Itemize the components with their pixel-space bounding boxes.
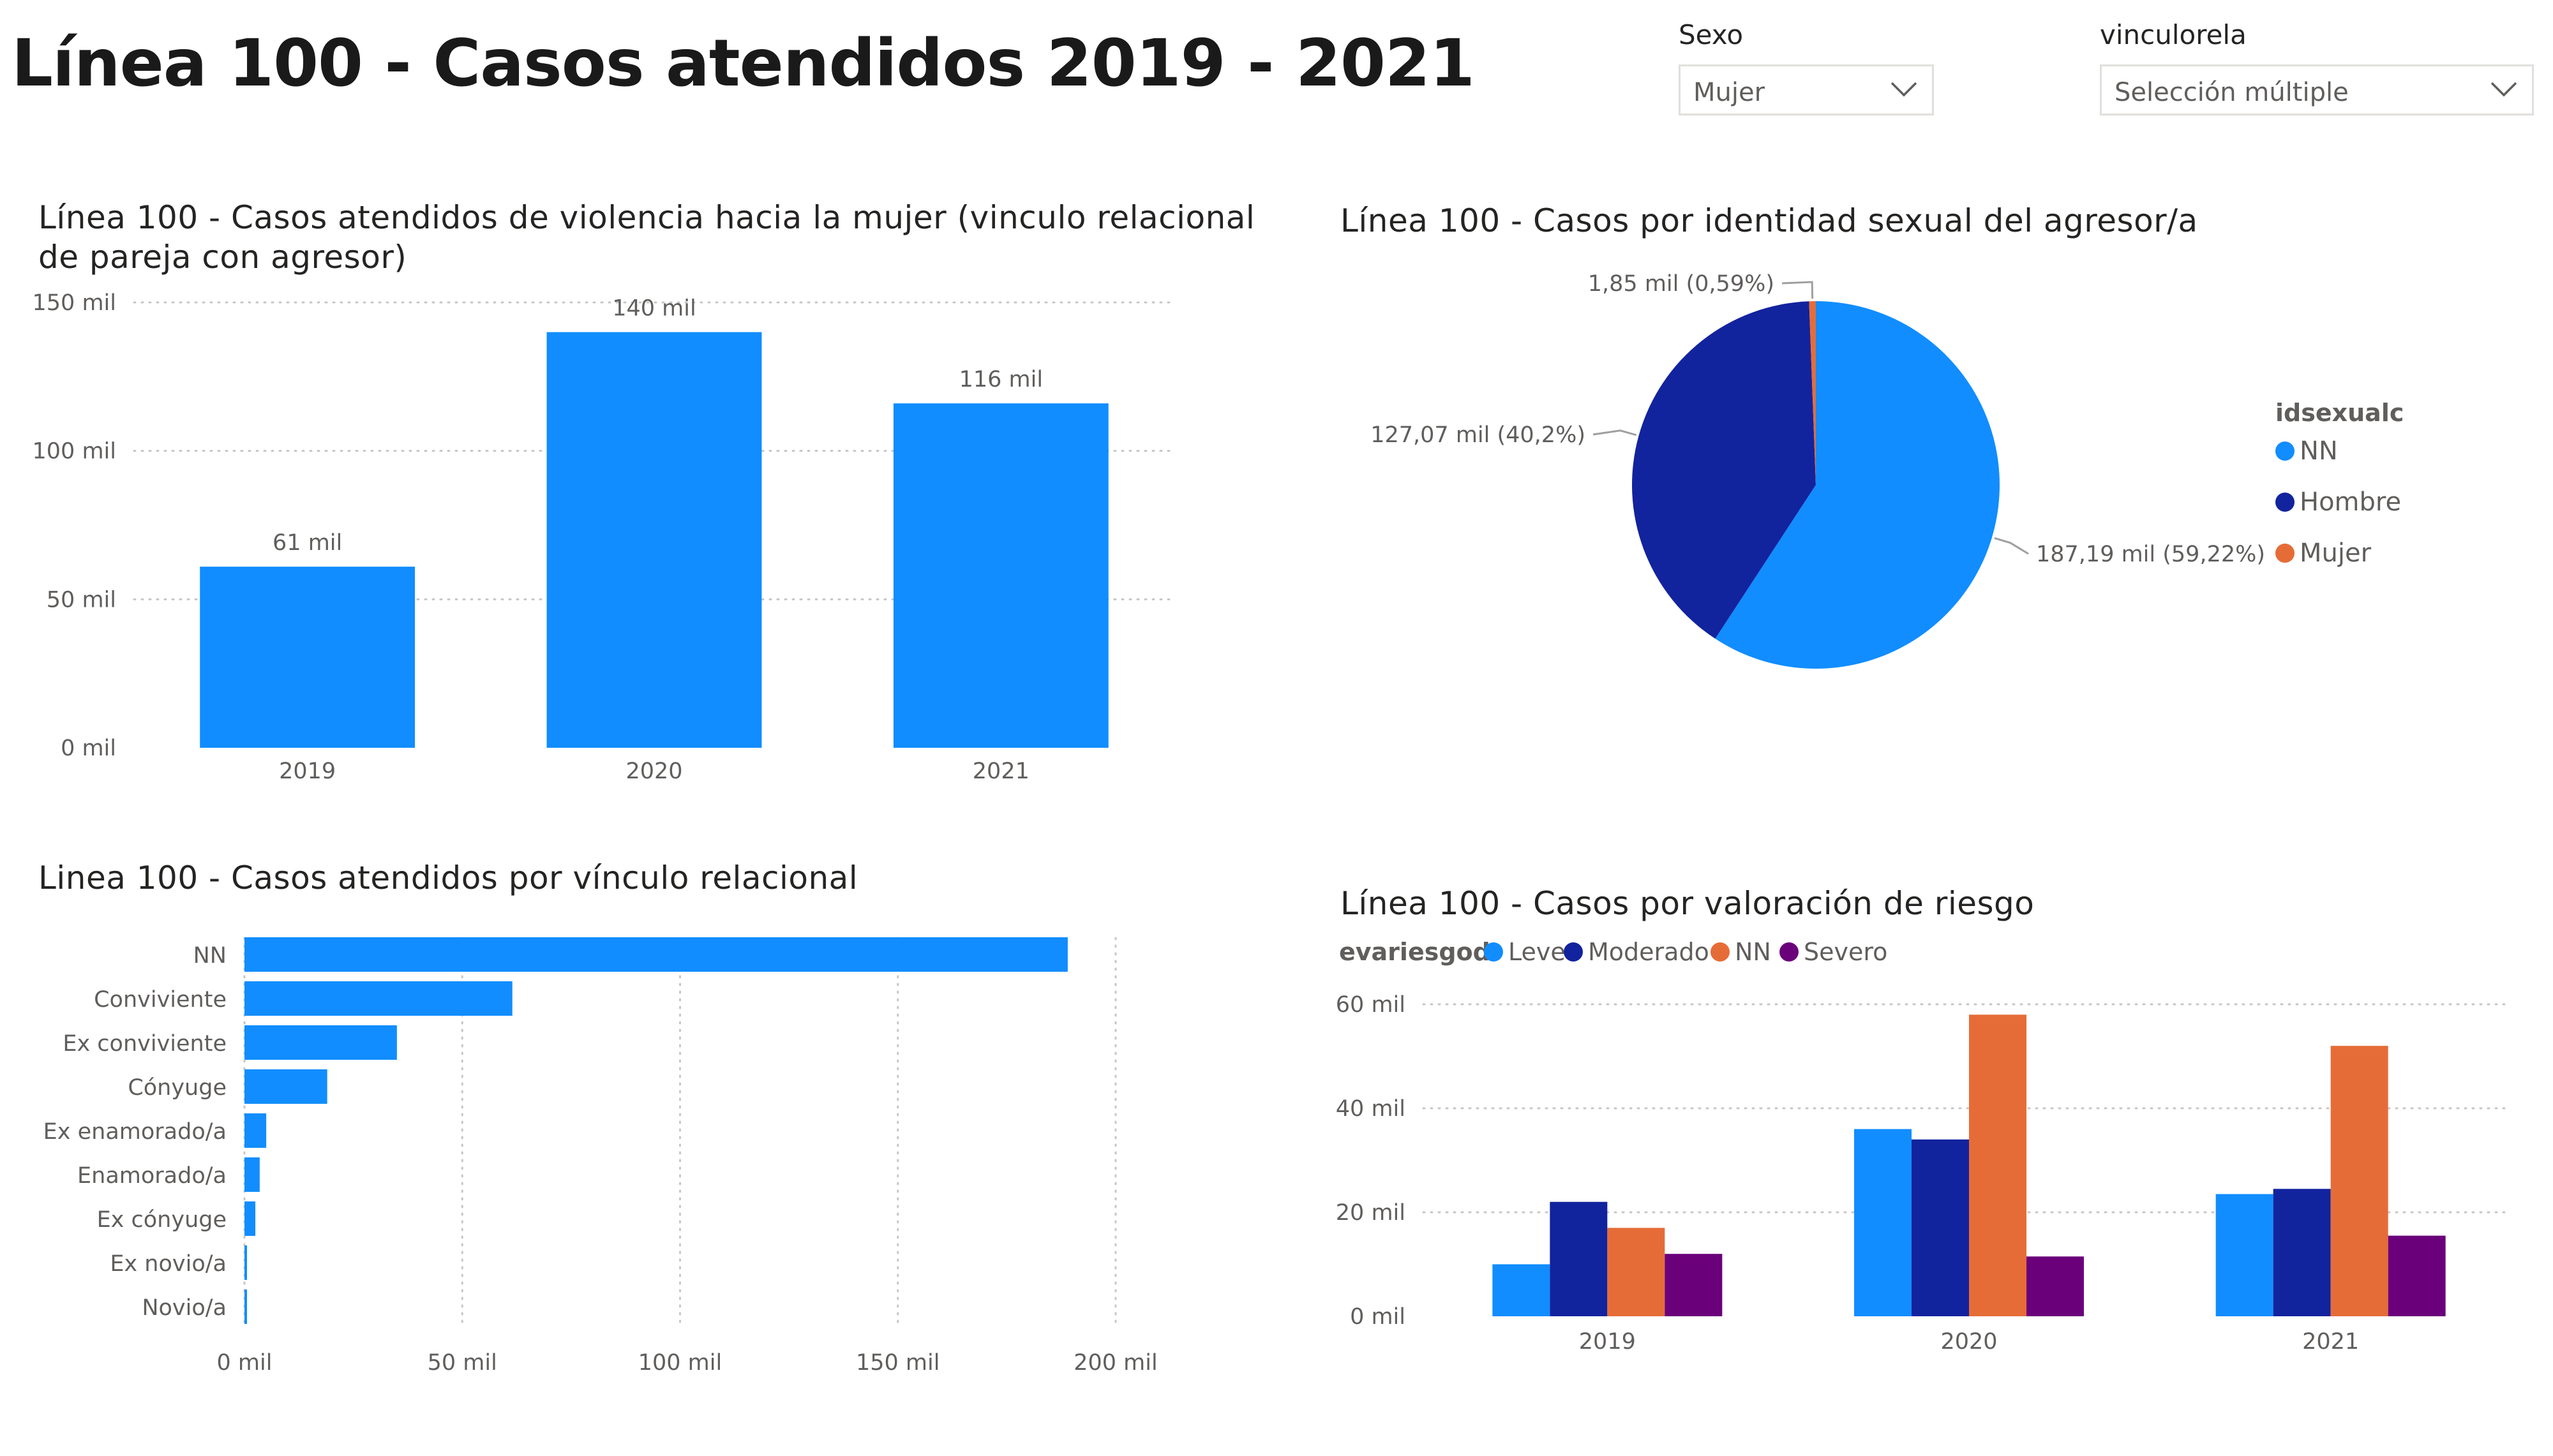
- legend-marker-severo: [1779, 942, 1799, 962]
- bar-2020-severo[interactable]: [2026, 1256, 2084, 1316]
- sexo-slicer-label: Sexo: [1679, 19, 1934, 50]
- chart-pie-title: Línea 100 - Casos por identidad sexual d…: [1340, 201, 2198, 241]
- y-tick-label: 100 mil: [33, 439, 116, 464]
- data-label: 116 mil: [959, 367, 1043, 392]
- bar-enamorado-a[interactable]: [244, 1157, 260, 1192]
- bar-ex-enamorado-a[interactable]: [244, 1113, 266, 1148]
- bar-2019-nn[interactable]: [1607, 1228, 1665, 1316]
- bar-ex-conviviente[interactable]: [244, 1025, 397, 1060]
- legend-marker-mujer: [2275, 544, 2295, 563]
- x-tick-label: 2019: [279, 759, 336, 784]
- bar-conyuge[interactable]: [244, 1069, 327, 1104]
- bar-nn[interactable]: [244, 937, 1068, 972]
- chart-risk: evariesgod Leve Moderado NN Severo 0 mil 20 mi…: [1334, 932, 2547, 1372]
- bar-2021-leve[interactable]: [2216, 1194, 2273, 1316]
- chevron-down-icon: [1890, 79, 1918, 98]
- chart-yearly-cases: 0 mil 50 mil 100 mil 150 mil 61 mil 2019 140 m…: [0, 274, 1213, 804]
- vinculo-dropdown[interactable]: Selección múltiple: [2100, 64, 2534, 115]
- y-tick-label: 40 mil: [1336, 1096, 1405, 1122]
- legend-marker-leve: [1484, 942, 1503, 962]
- y-category-label: Ex novio/a: [110, 1251, 227, 1277]
- data-label: 140 mil: [612, 296, 696, 322]
- legend-item-leve[interactable]: Leve: [1508, 938, 1566, 966]
- bar-ex-novio-a[interactable]: [244, 1245, 247, 1280]
- y-category-label: Enamorado/a: [77, 1163, 227, 1189]
- chart-aggressor-identity: 187,19 mil (59,22%) 127,07 mil (40,2%) 1,8…: [1340, 255, 2540, 702]
- chart-yearly-title-line-1: Línea 100 - Casos atendidos de violencia…: [38, 198, 1255, 237]
- bar-2019-moderado[interactable]: [1550, 1202, 1607, 1316]
- legend-title: idsexualc: [2275, 399, 2404, 427]
- x-tick-label: 0 mil: [217, 1350, 273, 1376]
- legend-item-nn[interactable]: NN: [1735, 938, 1771, 966]
- legend-item-mujer[interactable]: Mujer: [2300, 539, 2372, 568]
- bar-2020-leve[interactable]: [1854, 1129, 1912, 1316]
- y-category-label: Ex enamorado/a: [43, 1119, 227, 1145]
- legend-title: evariesgod: [1339, 938, 1490, 966]
- bar-novio-a[interactable]: [244, 1289, 247, 1324]
- bar-ex-conyuge[interactable]: [244, 1201, 255, 1236]
- leader-line: [1995, 538, 2028, 554]
- y-category-label: Novio/a: [142, 1295, 227, 1321]
- y-tick-label: 20 mil: [1336, 1200, 1405, 1226]
- vinculo-slicer: vinculorela Selección múltiple: [2100, 19, 2534, 115]
- y-tick-label: 0 mil: [61, 736, 116, 761]
- vinculo-selected-value: Selección múltiple: [2115, 78, 2349, 107]
- x-tick-label: 2019: [1579, 1329, 1636, 1355]
- y-tick-label: 50 mil: [47, 587, 116, 613]
- pie-data-label: 127,07 mil (40,2%): [1370, 422, 1585, 448]
- sexo-dropdown[interactable]: Mujer: [1679, 64, 1934, 115]
- y-category-label: Cónyuge: [128, 1075, 227, 1101]
- chevron-down-icon: [2490, 79, 2518, 98]
- legend-marker-hombre: [2275, 493, 2295, 512]
- bar-conviviente[interactable]: [244, 981, 513, 1016]
- legend-item-nn[interactable]: NN: [2300, 436, 2338, 466]
- x-tick-label: 150 mil: [856, 1350, 940, 1376]
- bar-2021-moderado[interactable]: [2273, 1189, 2331, 1316]
- bar-2021-nn[interactable]: [2331, 1046, 2388, 1316]
- y-category-label: Ex conviviente: [63, 1031, 227, 1057]
- legend-item-hombre[interactable]: Hombre: [2300, 487, 2401, 517]
- legend-marker-moderado: [1564, 942, 1583, 962]
- bar-2019[interactable]: [200, 567, 415, 748]
- x-tick-label: 2020: [625, 759, 682, 784]
- data-label: 61 mil: [273, 530, 342, 556]
- legend-item-moderado[interactable]: Moderado: [1588, 938, 1709, 966]
- x-tick-label: 100 mil: [638, 1350, 722, 1376]
- x-tick-label: 2020: [1940, 1329, 1997, 1355]
- bar-2019-severo[interactable]: [1665, 1254, 1722, 1316]
- x-tick-label: 2021: [973, 759, 1029, 784]
- chart-relationship-title: Linea 100 - Casos atendidos por vínculo …: [38, 858, 858, 898]
- x-tick-label: 2021: [2302, 1329, 2359, 1355]
- y-category-label: NN: [193, 943, 227, 969]
- y-tick-label: 0 mil: [1350, 1304, 1405, 1330]
- legend-item-severo[interactable]: Severo: [1804, 938, 1887, 966]
- bar-2021[interactable]: [894, 403, 1109, 748]
- chart-relationship: 0 mil 50 mil 100 mil 150 mil 200 mil NN Conviv…: [0, 919, 1213, 1404]
- x-tick-label: 50 mil: [428, 1350, 497, 1376]
- legend-marker-nn: [2275, 442, 2295, 461]
- sexo-selected-value: Mujer: [1693, 78, 1765, 107]
- chart-yearly-title-line-2: de pareja con agresor): [38, 237, 1255, 277]
- sexo-slicer: Sexo Mujer: [1679, 19, 1934, 115]
- bar-2020[interactable]: [547, 332, 762, 748]
- y-tick-label: 150 mil: [33, 290, 116, 316]
- y-tick-label: 60 mil: [1336, 992, 1405, 1018]
- pie-data-label: 1,85 mil (0,59%): [1588, 271, 1774, 297]
- y-category-label: Ex cónyuge: [97, 1207, 227, 1233]
- pie-data-label: 187,19 mil (59,22%): [2036, 542, 2265, 567]
- chart-risk-title: Línea 100 - Casos por valoración de ries…: [1340, 884, 2034, 923]
- x-tick-label: 200 mil: [1074, 1350, 1157, 1376]
- leader-line: [1782, 282, 1813, 299]
- chart-yearly-title: Línea 100 - Casos atendidos de violencia…: [38, 198, 1255, 277]
- page-title: Línea 100 - Casos atendidos 2019 - 2021: [11, 26, 1474, 101]
- vinculo-slicer-label: vinculorela: [2100, 19, 2534, 50]
- leader-line: [1593, 431, 1636, 435]
- bar-2021-severo[interactable]: [2388, 1236, 2446, 1316]
- bar-2020-moderado[interactable]: [1912, 1140, 1969, 1316]
- legend-marker-nn: [1711, 942, 1730, 962]
- y-category-label: Conviviente: [94, 987, 227, 1013]
- bar-2020-nn[interactable]: [1969, 1014, 2026, 1316]
- bar-2019-leve[interactable]: [1492, 1265, 1550, 1317]
